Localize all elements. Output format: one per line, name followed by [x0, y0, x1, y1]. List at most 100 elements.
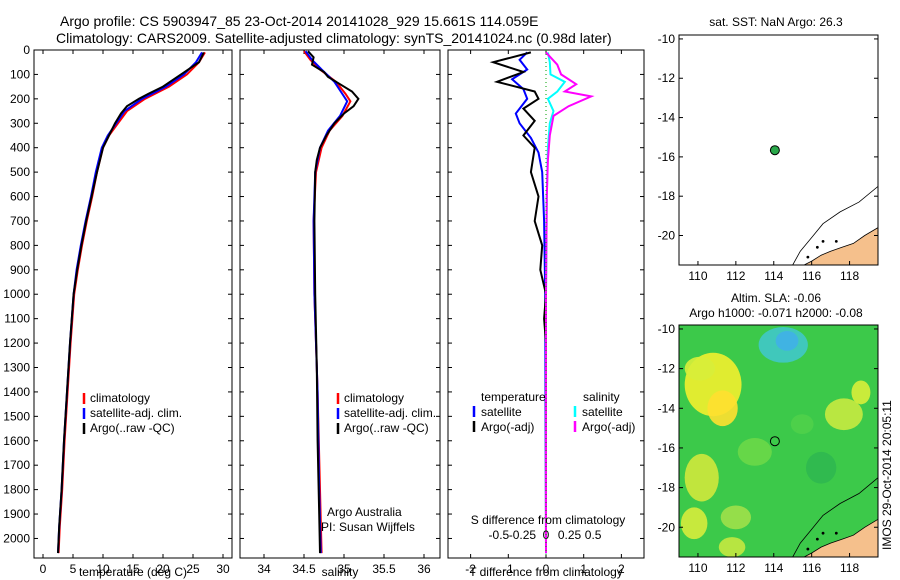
- sst-map-xtick-label: 112: [726, 269, 745, 283]
- sla-map-ytick-label: -18: [658, 481, 676, 495]
- difference-xtick-label: -2: [465, 562, 476, 576]
- sst-map-group: [678, 34, 879, 266]
- temperature-xtick-label: 15: [126, 562, 140, 576]
- diff-legend-label-t: Argo(-adj): [481, 420, 534, 434]
- depth-tick-label: 1300: [3, 361, 30, 375]
- sst-map-ytick-label: -12: [658, 71, 676, 85]
- difference-line-t-satellite: [510, 51, 547, 554]
- sla-map-frame: [678, 324, 879, 558]
- sla-anomaly-patch: [684, 356, 716, 381]
- sst-map-island: [815, 245, 819, 249]
- sla-map-land: [803, 518, 878, 557]
- sla-anomaly-patch: [737, 438, 772, 466]
- sst-map-xtick-label: 118: [840, 269, 859, 283]
- sla-map-xtick-label: 114: [764, 561, 783, 575]
- diff-legend-label-t: satellite: [481, 405, 522, 419]
- diff-legend-label-s: Argo(-adj): [582, 420, 635, 434]
- sst-map-xtick-label: 114: [764, 269, 783, 283]
- difference-xtick-label: 1: [580, 562, 587, 576]
- sla-map-xtick-label: 116: [802, 561, 821, 575]
- sst-map-isobath: [792, 186, 878, 265]
- salinity-xlabel: salinity: [322, 565, 359, 579]
- sla-map-ytick-label: -16: [658, 441, 676, 455]
- salinity-xtick-label: 35: [337, 562, 351, 576]
- sla-map-xtick-label: 110: [688, 561, 707, 575]
- sst-map-ytick-label: -20: [658, 229, 676, 243]
- sla-anomaly-patch: [680, 507, 708, 540]
- sst-map-ytick-label: -10: [658, 32, 676, 46]
- sla-map-island: [834, 531, 838, 535]
- temperature-xlabel: temperature (deg C): [79, 565, 187, 579]
- depth-tick-label: 700: [10, 214, 30, 228]
- salinity-legend-label: Argo(..raw -QC): [344, 421, 429, 435]
- diff-top-tick-label: 0.5: [585, 528, 602, 542]
- sla-anomaly-patch: [707, 390, 738, 427]
- depth-tick-label: 200: [10, 92, 30, 106]
- difference-line-t-argo-adj-: [489, 51, 548, 554]
- argo-position-marker-sla: [769, 436, 780, 447]
- temperature-xtick-label: 5: [70, 562, 77, 576]
- temperature-xtick-label: 0: [40, 562, 47, 576]
- diff-top-tick-label: 0.25: [558, 528, 582, 542]
- depth-tick-label: 1100: [4, 312, 30, 326]
- depth-tick-label: 0: [23, 43, 30, 57]
- temperature-legend-label: climatology: [90, 391, 150, 405]
- temperature-line-climatology: [57, 51, 206, 554]
- salinity-legend-label: climatology: [344, 391, 404, 405]
- sst-map-ytick-label: -16: [658, 150, 676, 164]
- sla-anomaly-patch: [684, 453, 719, 502]
- diff-legend-title-temperature: temperature: [481, 390, 546, 404]
- diff-legend-title-salinity: salinity: [583, 390, 620, 404]
- title-line-2: Climatology: CARS2009. Satellite-adjuste…: [56, 30, 612, 46]
- depth-tick-label: 500: [10, 165, 30, 179]
- sst-map-land: [803, 227, 878, 265]
- imos-stamp: IMOS 29-Oct-2014 20:05:11: [880, 400, 894, 550]
- diff-top-xlabel: S difference from climatology: [471, 513, 626, 527]
- sst-map-ytick-label: -14: [658, 111, 676, 125]
- sla-map-isobath: [792, 477, 878, 557]
- diff-legend-label-s: satellite: [582, 405, 623, 419]
- temperature-xtick-label: 20: [156, 562, 170, 576]
- sla-map-ytick-label: -10: [658, 322, 676, 336]
- title-line-1: Argo profile: CS 5903947_85 23-Oct-2014 …: [60, 13, 539, 29]
- depth-tick-label: 1000: [3, 287, 30, 301]
- salinity-xtick-label: 35.5: [372, 562, 396, 576]
- temperature-line-argo-raw-qc-: [57, 51, 205, 554]
- depth-tick-label: 1500: [3, 409, 30, 423]
- depth-tick-label: 800: [10, 238, 30, 252]
- depth-tick-label: 1400: [3, 385, 30, 399]
- sla-map-ytick-label: -14: [658, 401, 676, 415]
- temperature-legend-label: satellite-adj. clim.: [90, 406, 182, 420]
- salinity-xtick-label: 34.5: [292, 562, 316, 576]
- temperature-xtick-label: 25: [186, 562, 200, 576]
- sla-anomaly-patch: [775, 330, 799, 351]
- depth-tick-label: 400: [10, 141, 30, 155]
- sla-anomaly-patch: [718, 537, 746, 557]
- pi-label: PI: Susan Wijffels: [321, 520, 415, 534]
- sst-map-island: [806, 255, 810, 259]
- sst-map-frame: [678, 34, 879, 266]
- salinity-line-climatology: [303, 50, 352, 554]
- depth-tick-label: 300: [10, 116, 30, 130]
- difference-xlabel: T difference from climatology: [469, 565, 623, 579]
- temperature-legend-label: Argo(..raw -QC): [90, 421, 175, 435]
- sla-anomaly-patch: [790, 414, 814, 435]
- sst-map-title: sat. SST: NaN Argo: 26.3: [709, 15, 843, 29]
- sla-map-title-2: Argo h1000: -0.071 h2000: -0.08: [689, 306, 863, 320]
- sla-anomaly-patch: [824, 398, 863, 431]
- sla-map-island: [806, 547, 810, 551]
- salinity-line-argo-raw-qc-: [307, 50, 360, 554]
- temperature-xtick-label: 30: [216, 562, 230, 576]
- argo-position-marker-sst: [769, 145, 780, 156]
- sst-map-xtick-label: 116: [802, 269, 821, 283]
- temperature-frame: [33, 49, 233, 559]
- sla-anomaly-patch: [720, 505, 752, 530]
- salinity-line-satellite-adj-clim-: [304, 50, 349, 554]
- sla-anomaly-patch: [851, 380, 871, 405]
- depth-tick-label: 600: [10, 190, 30, 204]
- depth-tick-label: 1700: [3, 458, 30, 472]
- depth-tick-label: 900: [10, 263, 30, 277]
- sla-map-island: [815, 537, 819, 541]
- sla-anomaly-patch: [805, 451, 837, 484]
